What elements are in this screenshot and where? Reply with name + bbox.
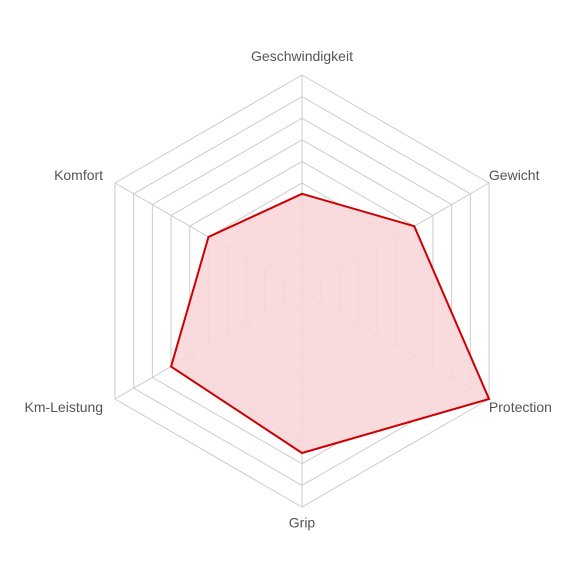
axis-label-grip: Grip: [289, 515, 316, 531]
radar-series-layer: [169, 192, 491, 455]
axis-label-komfort: Komfort: [54, 167, 103, 183]
series-area-0: [169, 192, 491, 455]
axis-labels: Geschwindigkeit Gewicht Protection Grip Km-L…: [24, 48, 551, 531]
axis-label-geschwindigkeit: Geschwindigkeit: [251, 48, 353, 64]
axis-label-gewicht: Gewicht: [489, 167, 540, 183]
axis-label-km-leistung: Km-Leistung: [24, 399, 103, 415]
axis-label-protection: Protection: [489, 399, 552, 415]
